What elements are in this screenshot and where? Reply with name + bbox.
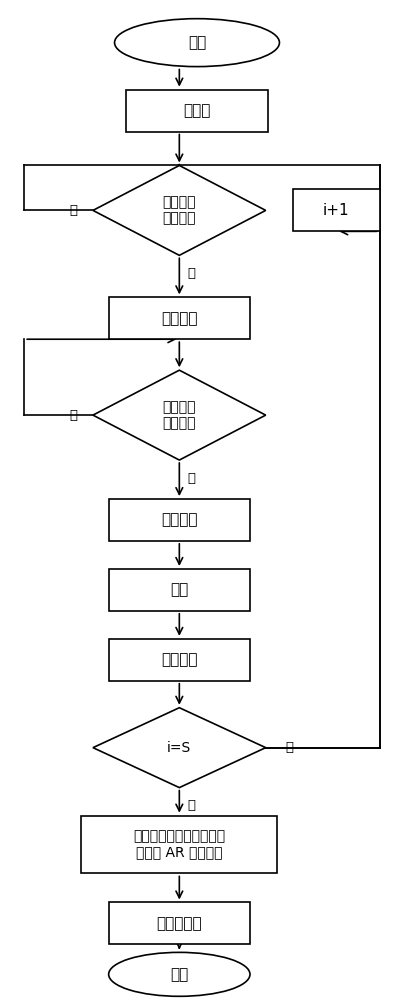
Ellipse shape (115, 19, 279, 67)
Bar (109, 639, 250, 681)
Text: 初始化: 初始化 (183, 103, 211, 118)
Text: 收到结束
触发信号: 收到结束 触发信号 (163, 400, 196, 430)
Text: 收到开始
触发信号: 收到开始 触发信号 (163, 195, 196, 226)
Text: 否: 否 (285, 741, 293, 754)
Text: i+1: i+1 (323, 203, 350, 218)
Polygon shape (93, 708, 266, 788)
Text: 否: 否 (69, 409, 77, 422)
Bar (109, 499, 250, 541)
Bar (109, 569, 250, 611)
Text: 是: 是 (187, 799, 195, 812)
Text: 结束: 结束 (170, 967, 188, 982)
Text: 是: 是 (187, 472, 195, 485)
Bar (293, 189, 379, 231)
Text: 开始: 开始 (188, 35, 206, 50)
Text: 计算反射系数、干扰噪声
方差和 AR 模型参数: 计算反射系数、干扰噪声 方差和 AR 模型参数 (133, 829, 225, 860)
Bar (81, 816, 277, 873)
Bar (126, 90, 268, 132)
Text: 加窗: 加窗 (170, 582, 188, 597)
Bar (109, 902, 250, 944)
Polygon shape (93, 165, 266, 255)
Text: 开始采样: 开始采样 (161, 311, 197, 326)
Text: 是: 是 (187, 267, 195, 280)
Text: 否: 否 (69, 204, 77, 217)
Text: 结束采样: 结束采样 (161, 512, 197, 527)
Text: 计算均値: 计算均値 (161, 652, 197, 667)
Text: i=S: i=S (167, 741, 191, 755)
Ellipse shape (109, 952, 250, 996)
Text: 计算功率谱: 计算功率谱 (156, 916, 202, 931)
Polygon shape (93, 370, 266, 460)
Bar (109, 297, 250, 339)
